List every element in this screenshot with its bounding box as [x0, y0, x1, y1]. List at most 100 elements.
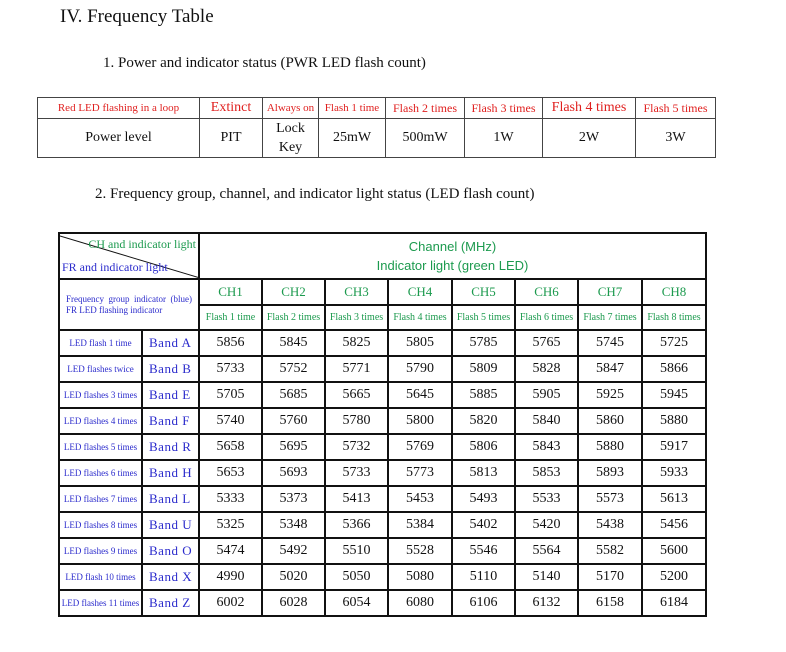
channel-title: Channel (MHz) — [408, 239, 497, 254]
band-label: Band U — [141, 511, 200, 539]
channel-header: CH7 — [577, 278, 643, 306]
frequency-table: CH and indicator light FR and indicator … — [58, 232, 707, 617]
frequency-cell: 5805 — [387, 329, 453, 357]
frequency-cell: 5493 — [451, 485, 516, 513]
diagonal-line — [61, 235, 197, 277]
group-label: Frequency group indicator (blue) FR LED … — [58, 278, 200, 331]
table-row: LED flashes 11 times Band Z 6002 6028 6054 60… — [58, 589, 707, 617]
frequency-cell: 5645 — [387, 381, 453, 409]
frequency-cell: 5771 — [324, 355, 389, 383]
frequency-cell: 6106 — [451, 589, 516, 617]
header-cell: Flash 1 time — [318, 97, 386, 119]
band-label: Band B — [141, 355, 200, 383]
band-label: Band L — [141, 485, 200, 513]
frequency-cell: 5813 — [451, 459, 516, 487]
frequency-cell: 5685 — [261, 381, 326, 409]
frequency-cell: 6132 — [514, 589, 579, 617]
frequency-cell: 5020 — [261, 563, 326, 591]
frequency-cell: 6054 — [324, 589, 389, 617]
frequency-cell: 5665 — [324, 381, 389, 409]
frequency-cell: 5765 — [514, 329, 579, 357]
frequency-cell: 5733 — [198, 355, 263, 383]
flash-header: Flash 1 time — [198, 304, 263, 331]
frequency-cell: 5348 — [261, 511, 326, 539]
led-flash-label: LED flash 10 times — [58, 563, 143, 591]
frequency-cell: 5582 — [577, 537, 643, 565]
frequency-cell: 5828 — [514, 355, 579, 383]
frequency-cell: 5790 — [387, 355, 453, 383]
table-row: LED flashes twice Band B 5733 5752 5771 5790 5… — [58, 355, 707, 383]
band-label: Band A — [141, 329, 200, 357]
band-label: Band O — [141, 537, 200, 565]
frequency-cell: 5325 — [198, 511, 263, 539]
frequency-cell: 6002 — [198, 589, 263, 617]
frequency-cell: 6028 — [261, 589, 326, 617]
frequency-cell: 5917 — [641, 433, 707, 461]
frequency-cell: 5856 — [198, 329, 263, 357]
value-cell: Lock Key — [262, 118, 319, 158]
led-flash-label: LED flashes 11 times — [58, 589, 143, 617]
value-cell: Power level — [37, 118, 200, 158]
indicator-title: Indicator light (green LED) — [376, 258, 529, 273]
frequency-cell: 5492 — [261, 537, 326, 565]
flash-header: Flash 8 times — [641, 304, 707, 331]
band-label: Band F — [141, 407, 200, 435]
value-cell: 2W — [542, 118, 636, 158]
band-label: Band Z — [141, 589, 200, 617]
channel-header: CH2 — [261, 278, 326, 306]
frequency-cell: 5564 — [514, 537, 579, 565]
frequency-cell: 5413 — [324, 485, 389, 513]
frequency-cell: 5705 — [198, 381, 263, 409]
frequency-cell: 5905 — [514, 381, 579, 409]
led-flash-label: LED flashes 6 times — [58, 459, 143, 487]
frequency-cell: 5725 — [641, 329, 707, 357]
channel-header: CH6 — [514, 278, 579, 306]
channel-header: CH3 — [324, 278, 389, 306]
led-flash-label: LED flashes 8 times — [58, 511, 143, 539]
frequency-cell: 5110 — [451, 563, 516, 591]
frequency-cell: 5333 — [198, 485, 263, 513]
frequency-cell: 5880 — [641, 407, 707, 435]
frequency-cell: 5885 — [451, 381, 516, 409]
flash-header: Flash 7 times — [577, 304, 643, 331]
frequency-cell: 6158 — [577, 589, 643, 617]
corner-bottom-label: FR and indicator light — [62, 260, 168, 274]
section2-heading: 2. Frequency group, channel, and indicat… — [95, 186, 535, 202]
frequency-cell: 5453 — [387, 485, 453, 513]
frequency-cell: 5806 — [451, 433, 516, 461]
frequency-cell: 5780 — [324, 407, 389, 435]
frequency-cell: 5658 — [198, 433, 263, 461]
frequency-cell: 5384 — [387, 511, 453, 539]
flash-header: Flash 6 times — [514, 304, 579, 331]
frequency-cell: 5613 — [641, 485, 707, 513]
table-row: LED flashes 3 times Band E 5705 5685 5665 564… — [58, 381, 707, 409]
frequency-cell: 5860 — [577, 407, 643, 435]
table-row: LED flashes 6 times Band H 5653 5693 5733 577… — [58, 459, 707, 487]
frequency-cell: 5420 — [514, 511, 579, 539]
frequency-cell: 5785 — [451, 329, 516, 357]
frequency-cell: 5693 — [261, 459, 326, 487]
value-cell: 1W — [464, 118, 543, 158]
led-flash-label: LED flashes 3 times — [58, 381, 143, 409]
table-row: LED flashes 9 times Band O 5474 5492 5510 552… — [58, 537, 707, 565]
frequency-cell: 5853 — [514, 459, 579, 487]
band-label: Band H — [141, 459, 200, 487]
header-cell: Flash 2 times — [385, 97, 465, 119]
band-label: Band R — [141, 433, 200, 461]
corner-cell: CH and indicator light FR and indicator … — [58, 232, 200, 280]
table-row: LED flashes 7 times Band L 5333 5373 5413 545… — [58, 485, 707, 513]
frequency-cell: 5653 — [198, 459, 263, 487]
frequency-cell: 5533 — [514, 485, 579, 513]
frequency-cell: 5845 — [261, 329, 326, 357]
frequency-cell: 5402 — [451, 511, 516, 539]
frequency-cell: 5847 — [577, 355, 643, 383]
frequency-cell: 5893 — [577, 459, 643, 487]
led-flash-label: LED flashes 5 times — [58, 433, 143, 461]
frequency-cell: 5140 — [514, 563, 579, 591]
frequency-cell: 5546 — [451, 537, 516, 565]
frequency-cell: 6184 — [641, 589, 707, 617]
header-cell: Flash 4 times — [542, 97, 636, 119]
flash-header: Flash 4 times — [387, 304, 453, 331]
table-row: LED flashes 8 times Band U 5325 5348 5366 538… — [58, 511, 707, 539]
corner-top-label: CH and indicator light — [88, 237, 196, 251]
